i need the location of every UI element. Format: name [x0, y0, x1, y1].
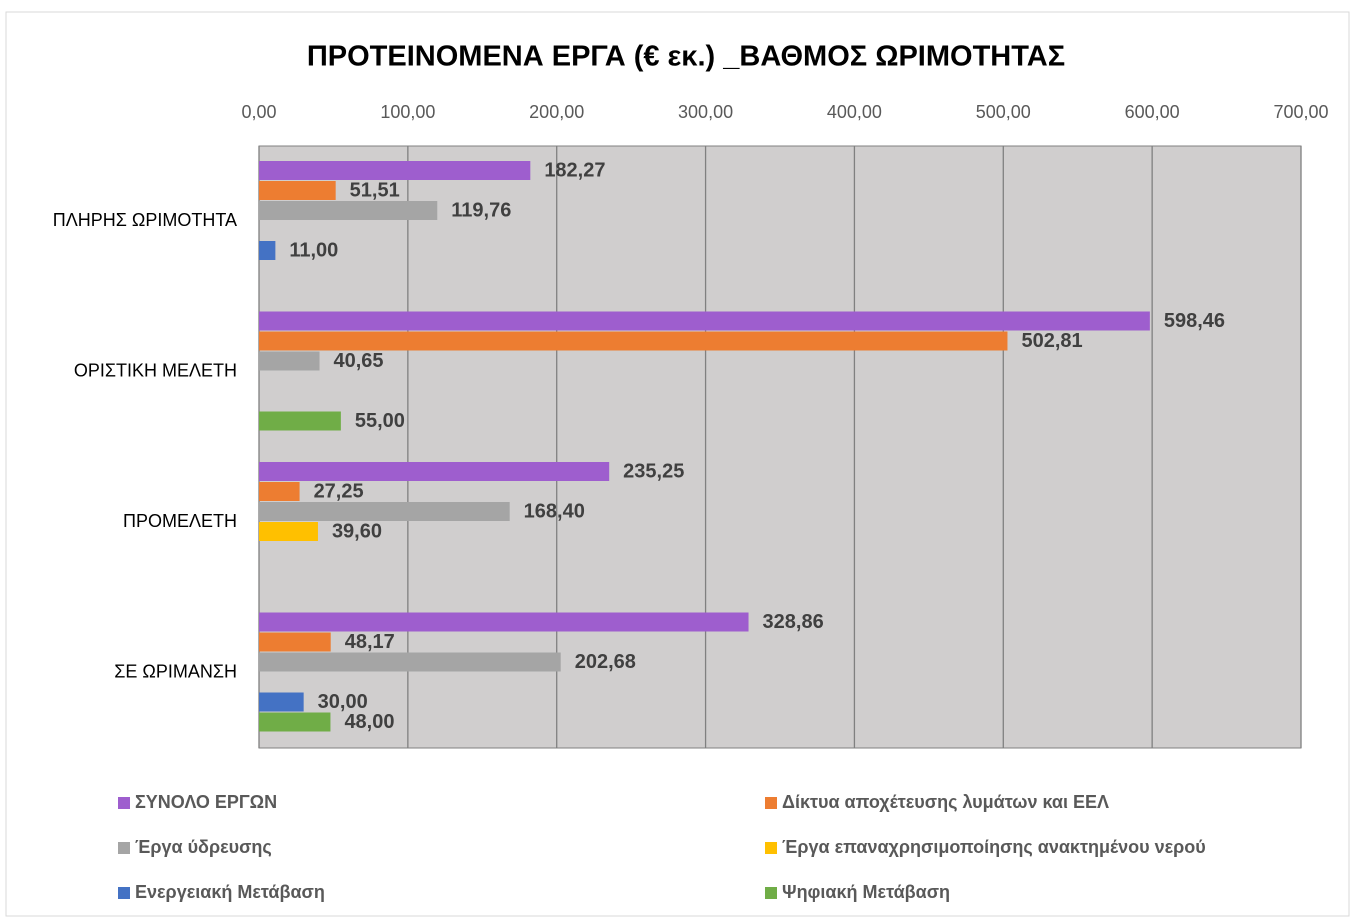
data-label: 30,00 — [318, 691, 368, 713]
data-label: 27,25 — [314, 480, 364, 502]
x-tick-label: 0,00 — [241, 102, 276, 122]
bar — [259, 712, 331, 732]
bar — [259, 652, 561, 672]
legend-swatch — [118, 887, 130, 899]
bar — [259, 482, 300, 501]
bar — [259, 462, 610, 481]
bar — [259, 181, 336, 200]
data-label: 11,00 — [289, 239, 338, 261]
x-tick-label: 100,00 — [380, 102, 435, 122]
legend-label: Έργα επαναχρησιμοποίησης ανακτημένου νερ… — [782, 837, 1206, 857]
data-label: 235,25 — [623, 460, 684, 482]
chart-title: ΠΡΟΤΕΙΝΟΜΕΝΑ ΕΡΓΑ (€ εκ.) _ΒΑΘΜΟΣ ΩΡΙΜΟΤ… — [307, 41, 1065, 73]
legend-label: Ενεργειακή Μετάβαση — [135, 882, 325, 902]
bar — [259, 411, 341, 431]
bar — [259, 612, 749, 632]
legend-swatch — [765, 797, 777, 809]
data-label: 502,81 — [1021, 330, 1082, 352]
y-tick-label: ΠΡΟΜΕΛΕΤΗ — [123, 511, 237, 531]
data-label: 40,65 — [334, 350, 384, 372]
bar — [259, 201, 438, 220]
x-tick-label: 400,00 — [827, 102, 882, 122]
data-label: 39,60 — [332, 520, 382, 542]
plot-area — [258, 145, 1302, 749]
x-tick-label: 500,00 — [976, 102, 1031, 122]
bar — [259, 502, 510, 521]
x-tick-label: 200,00 — [529, 102, 584, 122]
y-tick-label: ΟΡΙΣΤΙΚΗ ΜΕΛΕΤΗ — [74, 361, 237, 381]
legend-swatch — [118, 797, 130, 809]
x-tick-label: 300,00 — [678, 102, 733, 122]
legend-label: Δίκτυα αποχέτευσης λυμάτων και ΕΕΛ — [782, 792, 1109, 812]
legend-label: ΣΥΝΟΛΟ ΕΡΓΩΝ — [135, 792, 277, 812]
data-label: 48,00 — [344, 711, 394, 733]
data-label: 202,68 — [575, 651, 636, 673]
data-label: 48,17 — [345, 631, 395, 653]
bar — [259, 632, 331, 652]
legend-swatch — [765, 842, 777, 854]
bar — [259, 522, 318, 541]
legend-swatch — [118, 842, 130, 854]
bar — [259, 331, 1008, 351]
bar — [259, 241, 276, 260]
legend-swatch — [765, 887, 777, 899]
bar — [259, 311, 1150, 331]
x-tick-label: 600,00 — [1125, 102, 1180, 122]
x-tick-label: 700,00 — [1273, 102, 1328, 122]
data-label: 55,00 — [355, 410, 405, 432]
legend-label: Έργα ύδρευσης — [135, 837, 272, 857]
bar — [259, 161, 531, 180]
legend-label: Ψηφιακή Μετάβαση — [782, 882, 950, 902]
data-label: 51,51 — [350, 179, 400, 201]
data-label: 328,86 — [763, 611, 824, 633]
y-tick-label: ΠΛΗΡΗΣ ΩΡΙΜΟΤΗΤΑ — [53, 210, 237, 230]
data-label: 119,76 — [451, 199, 511, 221]
bar — [259, 351, 320, 371]
y-tick-label: ΣΕ ΩΡΙΜΑΝΣΗ — [114, 662, 237, 682]
data-label: 182,27 — [544, 159, 605, 181]
data-label: 168,40 — [524, 500, 585, 522]
data-label: 598,46 — [1164, 310, 1225, 332]
bar — [259, 692, 304, 712]
